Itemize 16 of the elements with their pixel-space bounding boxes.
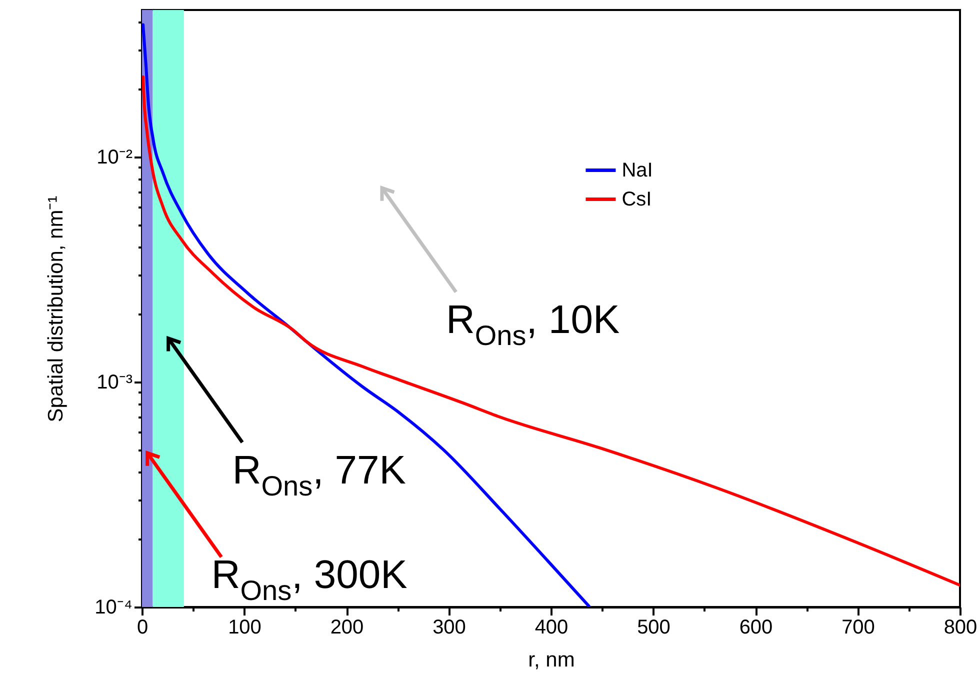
x-tick-label: 600 [739,616,773,638]
y-axis-title: Spatial distribution, nm⁻¹ [44,196,68,422]
legend-label: CsI [622,188,652,210]
y-tick-label: 10⁻⁴ [94,596,132,618]
x-tick-label: 400 [534,616,568,638]
x-tick-label: 500 [637,616,670,638]
y-tick-label: 10⁻² [96,146,133,168]
x-tick-label: 300 [432,616,466,638]
legend-label: NaI [622,159,653,182]
x-axis-title: r, nm [528,648,575,672]
x-tick-label: 100 [228,616,262,638]
x-tick-label: 200 [330,616,364,638]
x-tick-label: 0 [136,616,148,638]
x-tick-label: 800 [944,616,978,638]
x-tick-label: 700 [842,616,875,638]
y-tick-label: 10⁻³ [96,371,133,394]
